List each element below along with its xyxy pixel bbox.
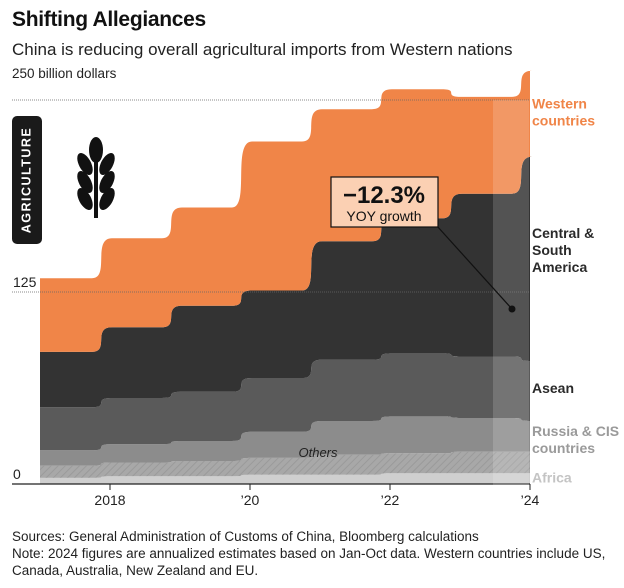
y-axis-unit-label: 250 billion dollars (12, 66, 117, 81)
x-tick-label: ’20 (241, 492, 260, 508)
area-asean (40, 353, 532, 451)
series-label-western-countries: Western countries (532, 95, 595, 128)
area-western-countries (40, 70, 532, 352)
series-label-asean: Asean (532, 380, 574, 396)
chart-title: Shifting Allegiances (12, 8, 206, 31)
series-label-africa: Africa (532, 470, 572, 486)
chart-footer: Sources: General Administration of Custo… (12, 528, 612, 579)
y-tick-label: 125 (13, 274, 37, 290)
callout-box: −12.3% YOY growth (330, 176, 516, 313)
area-africa (40, 473, 532, 484)
wheat-icon (77, 137, 115, 218)
others-inner-label: Others (298, 445, 338, 460)
x-tick-label: 2018 (94, 492, 125, 508)
y-axis: 0 125 (13, 274, 37, 482)
callout-value: −12.3% (343, 182, 425, 209)
agriculture-badge: AGRICULTURE (12, 116, 42, 244)
area-layers (40, 70, 532, 484)
series-label-russia-and-cis-countries: Russia & CIS countries (532, 423, 619, 456)
chart-subtitle: China is reducing overall agricultural i… (12, 40, 513, 59)
callout-label: YOY growth (346, 208, 421, 224)
x-tick-label: ’22 (381, 492, 400, 508)
area-russia-and-cis-countries (40, 416, 532, 466)
x-axis: 2018 ’20 ’22 ’24 (94, 484, 540, 508)
badge-label: AGRICULTURE (19, 127, 33, 234)
footnote: Note: 2024 figures are annualized estima… (12, 546, 606, 578)
x-tick-label: ’24 (521, 492, 540, 508)
gridlines (12, 99, 530, 485)
y-tick-label: 0 (13, 466, 21, 482)
area-others (40, 451, 532, 478)
series-labels: Africa Russia & CIS countries Asean Central … (532, 95, 619, 485)
estimate-shade (493, 100, 529, 486)
series-label-central-and-south-america: Central & South America (532, 225, 594, 275)
sources-note: Sources: General Administration of Custo… (12, 529, 479, 544)
